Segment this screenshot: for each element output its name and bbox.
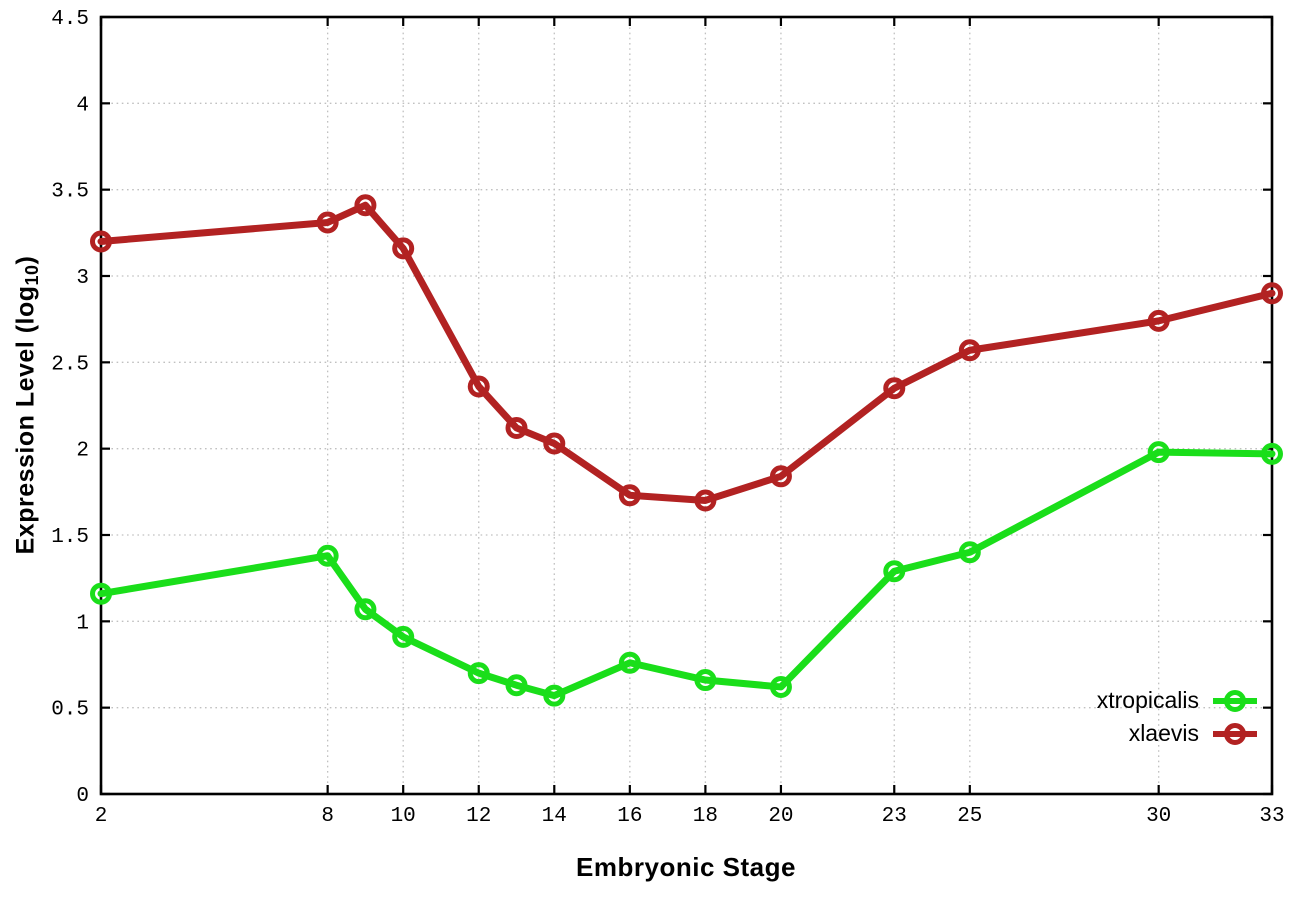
data-point-xlaevis — [958, 339, 981, 362]
data-point-xtropicalis — [769, 675, 792, 698]
data-point-xtropicalis — [694, 669, 717, 692]
data-point-xtropicalis — [392, 625, 415, 648]
x-tick-label: 25 — [957, 805, 982, 828]
xtropicalis-line-point-marker-icon — [1213, 689, 1257, 712]
data-point-xlaevis — [90, 230, 112, 253]
data-point-xtropicalis — [543, 684, 566, 707]
legend: xtropicalis xlaevis — [1097, 684, 1258, 750]
y-tick-label: 2.5 — [51, 353, 89, 376]
x-tick-label: 18 — [693, 805, 718, 828]
data-point-xtropicalis — [1261, 442, 1283, 465]
data-point-xtropicalis — [316, 544, 339, 567]
data-point-xlaevis — [354, 194, 377, 217]
data-point-xtropicalis — [354, 598, 377, 621]
data-point-xlaevis — [1261, 282, 1283, 305]
data-point-xlaevis — [316, 211, 339, 234]
y-axis-title-subscript: 10 — [21, 264, 42, 286]
legend-item-xtropicalis: xtropicalis — [1097, 684, 1258, 717]
data-point-xlaevis — [618, 484, 641, 507]
y-tick-label: 1 — [76, 612, 89, 635]
x-tick-label: 30 — [1146, 805, 1171, 828]
data-point-xtropicalis — [883, 560, 906, 583]
data-point-xlaevis — [505, 416, 528, 439]
legend-label-xlaevis: xlaevis — [1128, 720, 1199, 746]
data-point-xtropicalis — [505, 674, 528, 697]
y-tick-label: 1.5 — [51, 526, 89, 549]
y-tick-label: 2 — [76, 440, 89, 463]
x-tick-label: 20 — [768, 805, 793, 828]
data-point-xlaevis — [392, 237, 415, 260]
data-point-xlaevis — [543, 432, 566, 455]
data-point-xtropicalis — [618, 651, 641, 674]
x-tick-label: 23 — [882, 805, 907, 828]
x-tick-label: 12 — [466, 805, 491, 828]
y-axis-title: Expression Level (log10) — [11, 256, 43, 555]
y-tick-label: 3.5 — [51, 181, 89, 204]
data-point-xtropicalis — [90, 582, 112, 605]
x-tick-label: 16 — [617, 805, 642, 828]
x-tick-label: 8 — [321, 805, 334, 828]
xlaevis-line-point-marker-icon — [1213, 722, 1257, 745]
y-axis-title-close: ) — [11, 255, 40, 265]
y-tick-label: 0.5 — [51, 699, 89, 722]
plot-border — [99, 15, 1274, 796]
data-point-xlaevis — [694, 489, 717, 512]
data-point-xlaevis — [883, 377, 906, 400]
data-point-xtropicalis — [958, 541, 981, 564]
x-tick-label: 2 — [95, 805, 108, 828]
data-point-xlaevis — [769, 465, 792, 488]
data-point-xlaevis — [467, 375, 490, 398]
x-axis-title: Embryonic Stage — [576, 852, 796, 882]
x-tick-label: 10 — [391, 805, 416, 828]
y-tick-label: 4.5 — [51, 8, 89, 31]
legend-label-xtropicalis: xtropicalis — [1096, 687, 1199, 713]
data-point-xtropicalis — [467, 662, 490, 685]
y-axis-title-text: Expression Level (log — [11, 285, 40, 555]
y-tick-label: 3 — [76, 267, 89, 290]
y-tick-label: 4 — [76, 94, 89, 117]
data-point-xtropicalis — [1147, 441, 1170, 464]
series-line-xtropicalis — [97, 448, 1276, 700]
data-point-xlaevis — [1147, 309, 1170, 332]
legend-item-xlaevis: xlaevis — [1097, 717, 1258, 750]
y-tick-label: 0 — [76, 785, 89, 808]
x-tick-label: 14 — [542, 805, 567, 828]
series-line-xlaevis — [97, 201, 1276, 504]
x-tick-label: 33 — [1259, 805, 1284, 828]
